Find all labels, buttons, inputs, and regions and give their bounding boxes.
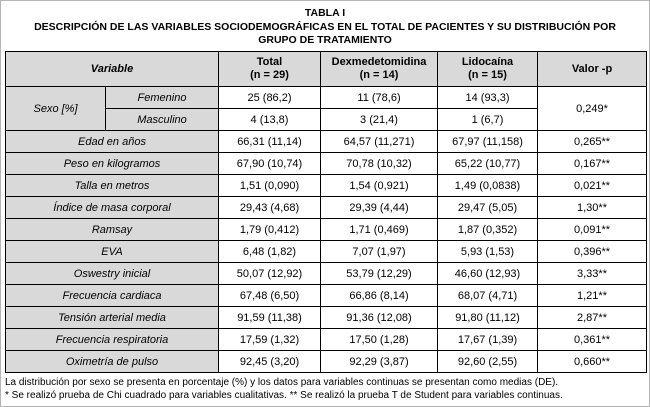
row-label: Frecuencia cardiaca bbox=[5, 284, 219, 307]
cell-lido: 5,93 (1,53) bbox=[437, 240, 538, 263]
row-label: Índice de masa corporal bbox=[5, 196, 219, 219]
table-row: Frecuencia cardiaca 67,48 (6,50) 66,86 (… bbox=[5, 284, 647, 307]
row-label: EVA bbox=[5, 240, 219, 263]
table-caption: DESCRIPCIÓN DE LAS VARIABLES SOCIODEMOGR… bbox=[34, 21, 616, 46]
cell-lido: 17,67 (1,39) bbox=[437, 328, 538, 351]
header-lidocaina-n: (n = 15) bbox=[468, 69, 507, 81]
header-total: Total (n = 29) bbox=[218, 51, 321, 87]
cell-dex: 29,39 (4,44) bbox=[320, 196, 438, 219]
row-label: Talla en metros bbox=[5, 174, 219, 197]
cell-dex: 91,36 (12,08) bbox=[320, 306, 438, 329]
cell-lido: 14 (93,3) bbox=[437, 86, 538, 109]
row-label-sexo: Sexo [%] bbox=[5, 86, 106, 131]
row-sublabel: Masculino bbox=[105, 108, 219, 131]
cell-lido: 92,60 (2,55) bbox=[437, 350, 538, 373]
cell-dex: 1,54 (0,921) bbox=[320, 174, 438, 197]
header-valor-p: Valor -p bbox=[537, 51, 647, 87]
header-total-n: (n = 29) bbox=[250, 69, 289, 81]
header-dexmedetomidina-n: (n = 14) bbox=[359, 69, 399, 81]
cell-total: 92,45 (3,20) bbox=[218, 350, 321, 373]
table-row: Ramsay 1,79 (0,412) 1,71 (0,469) 1,87 (0… bbox=[5, 218, 647, 241]
row-label: Frecuencia respiratoria bbox=[5, 328, 219, 351]
table-row: Oximetría de pulso 92,45 (3,20) 92,29 (3… bbox=[5, 350, 647, 373]
table-row-sexo-masculino: Masculino 4 (13,8) 3 (21,4) 1 (6,7) bbox=[6, 108, 647, 131]
row-label: Ramsay bbox=[5, 218, 219, 241]
cell-lido: 1,87 (0,352) bbox=[437, 218, 538, 241]
cell-total: 1,79 (0,412) bbox=[218, 218, 321, 241]
cell-lido: 91,80 (11,12) bbox=[437, 306, 538, 329]
row-label: Edad en años bbox=[5, 130, 219, 153]
cell-dex: 11 (78,6) bbox=[320, 86, 438, 109]
sociodemographic-table: Variable Total (n = 29) Dexmedetomidina … bbox=[5, 51, 647, 373]
cell-total: 67,48 (6,50) bbox=[218, 284, 321, 307]
cell-total: 67,90 (10,74) bbox=[218, 152, 321, 175]
cell-total: 6,48 (1,82) bbox=[218, 240, 321, 263]
table-title: TABLA I bbox=[304, 7, 346, 19]
cell-p: 0,167** bbox=[537, 152, 647, 175]
cell-lido: 46,60 (12,93) bbox=[437, 262, 538, 285]
row-label: Tensión arterial media bbox=[5, 306, 219, 329]
row-label: Oswestry inicial bbox=[5, 262, 219, 285]
row-label: Oximetría de pulso bbox=[5, 350, 219, 373]
cell-dex: 7,07 (1,97) bbox=[320, 240, 438, 263]
cell-p: 2,87** bbox=[537, 306, 647, 329]
cell-lido: 1 (6,7) bbox=[437, 108, 538, 131]
header-lidocaina: Lidocaína (n = 15) bbox=[437, 51, 538, 87]
table-row: Edad en años 66,31 (11,14) 64,57 (11,271… bbox=[5, 130, 647, 153]
cell-lido: 65,22 (10,77) bbox=[437, 152, 538, 175]
cell-total: 25 (86,2) bbox=[218, 86, 321, 109]
cell-dex: 3 (21,4) bbox=[320, 108, 438, 131]
table-row: Talla en metros 1,51 (0,090) 1,54 (0,921… bbox=[5, 174, 647, 197]
cell-total: 4 (13,8) bbox=[218, 108, 321, 131]
cell-total: 29,43 (4,68) bbox=[218, 196, 321, 219]
row-sublabel: Femenino bbox=[105, 86, 219, 109]
header-lidocaina-label: Lidocaína bbox=[461, 56, 514, 68]
cell-lido: 29,47 (5,05) bbox=[437, 196, 538, 219]
footnote-distribution: La distribución por sexo se presenta en … bbox=[5, 377, 559, 388]
cell-p: 0,396** bbox=[537, 240, 647, 263]
cell-dex: 17,50 (1,28) bbox=[320, 328, 438, 351]
footnote-tests: * Se realizó prueba de Chi cuadrado para… bbox=[5, 390, 563, 401]
cell-dex: 70,78 (10,32) bbox=[320, 152, 438, 175]
cell-p: 0,091** bbox=[537, 218, 647, 241]
cell-total: 91,59 (11,38) bbox=[218, 306, 321, 329]
cell-p: 1,21** bbox=[537, 284, 647, 307]
row-label: Peso en kilogramos bbox=[5, 152, 219, 175]
table-row: Tensión arterial media 91,59 (11,38) 91,… bbox=[5, 306, 647, 329]
cell-lido: 68,07 (4,71) bbox=[437, 284, 538, 307]
cell-dex: 1,71 (0,469) bbox=[320, 218, 438, 241]
cell-p: 0,021** bbox=[537, 174, 647, 197]
cell-lido: 67,97 (11,158) bbox=[437, 130, 538, 153]
cell-dex: 66,86 (8,14) bbox=[320, 284, 438, 307]
table-row: EVA 6,48 (1,82) 7,07 (1,97) 5,93 (1,53) … bbox=[5, 240, 647, 263]
cell-p: 0,660** bbox=[537, 350, 647, 373]
cell-dex: 92,29 (3,87) bbox=[320, 350, 438, 373]
cell-p: 1,30** bbox=[537, 196, 647, 219]
table-row: Índice de masa corporal 29,43 (4,68) 29,… bbox=[5, 196, 647, 219]
cell-total: 17,59 (1,32) bbox=[218, 328, 321, 351]
table-row-sexo-femenino: Sexo [%] Femenino 25 (86,2) 11 (78,6) 14… bbox=[5, 86, 647, 131]
cell-p: 0,265** bbox=[537, 130, 647, 153]
cell-lido: 1,49 (0,0838) bbox=[437, 174, 538, 197]
header-row: Variable Total (n = 29) Dexmedetomidina … bbox=[5, 51, 647, 87]
table-row: Peso en kilogramos 67,90 (10,74) 70,78 (… bbox=[5, 152, 647, 175]
title-block: TABLA I DESCRIPCIÓN DE LAS VARIABLES SOC… bbox=[5, 7, 645, 47]
cell-total: 66,31 (11,14) bbox=[218, 130, 321, 153]
cell-dex: 53,79 (12,29) bbox=[320, 262, 438, 285]
table-row: Frecuencia respiratoria 17,59 (1,32) 17,… bbox=[5, 328, 647, 351]
header-dexmedetomidina: Dexmedetomidina (n = 14) bbox=[320, 51, 438, 87]
cell-total: 50,07 (12,92) bbox=[218, 262, 321, 285]
header-total-label: Total bbox=[256, 56, 283, 68]
cell-p: 0,361** bbox=[537, 328, 647, 351]
cell-total: 1,51 (0,090) bbox=[218, 174, 321, 197]
table-row: Oswestry inicial 50,07 (12,92) 53,79 (12… bbox=[5, 262, 647, 285]
footnotes: La distribución por sexo se presenta en … bbox=[5, 376, 645, 402]
header-dexmedetomidina-label: Dexmedetomidina bbox=[331, 56, 427, 68]
cell-p: 3,33** bbox=[537, 262, 647, 285]
cell-dex: 64,57 (11,271) bbox=[320, 130, 438, 153]
cell-p-sexo: 0,249* bbox=[537, 86, 647, 131]
header-variable: Variable bbox=[5, 51, 219, 87]
